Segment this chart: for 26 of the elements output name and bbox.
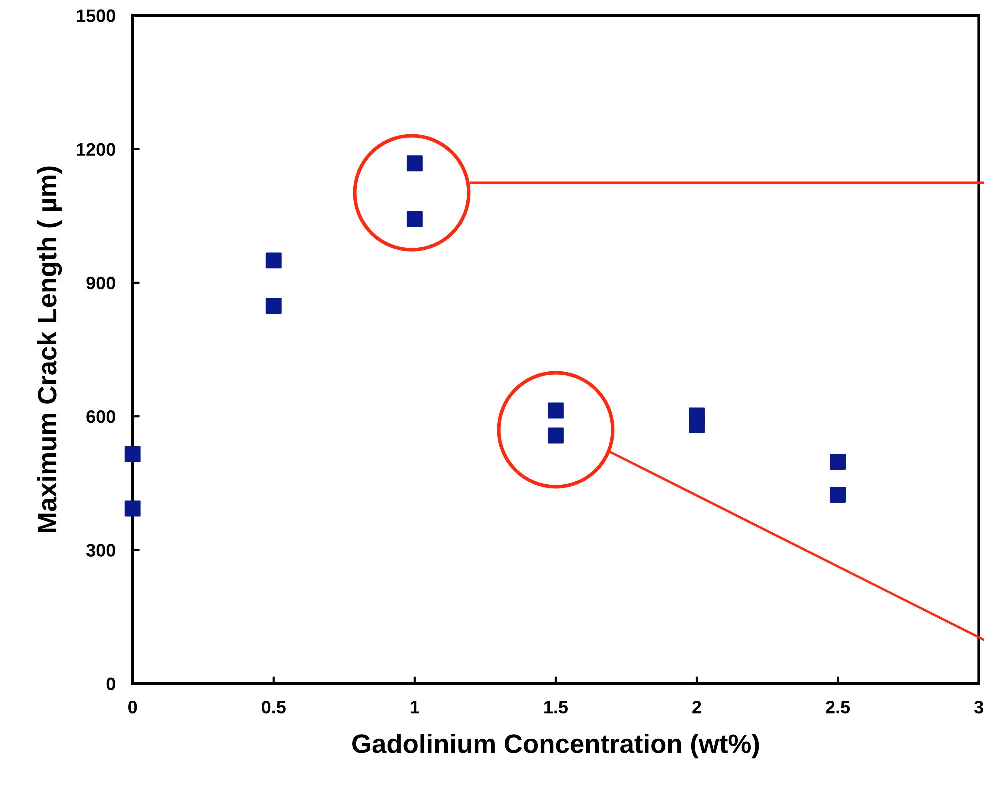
y-tick-label: 600	[86, 410, 116, 424]
x-tick-label: 0	[128, 700, 138, 714]
x-tick-label: 0.5	[262, 700, 286, 714]
y-axis-title: Maximum Crack Length ( µm)	[37, 166, 62, 532]
y-tick-label: 1200	[77, 143, 116, 156]
x-tick-label: 2.5	[826, 700, 850, 714]
y-tick-label: 300	[86, 544, 116, 557]
point	[124, 500, 141, 517]
x-tick-label: 1	[411, 701, 420, 714]
point	[830, 454, 846, 470]
point	[406, 211, 423, 228]
x-axis-title: Gadolinium Concentration (wt%)	[352, 734, 760, 759]
point	[548, 428, 564, 444]
y-tick-label: 1500	[77, 10, 116, 22]
point	[266, 252, 282, 269]
y-tick-label: 900	[86, 276, 116, 290]
point	[266, 298, 282, 314]
point	[830, 486, 846, 503]
point	[124, 446, 141, 462]
x-tick-label: 2	[692, 700, 702, 714]
y-tick-label: 0	[106, 678, 116, 691]
x-tick-label: 3	[974, 700, 984, 714]
point	[548, 402, 564, 419]
point	[689, 418, 705, 434]
x-tick-label: 1.5	[544, 701, 568, 714]
point	[406, 156, 423, 172]
